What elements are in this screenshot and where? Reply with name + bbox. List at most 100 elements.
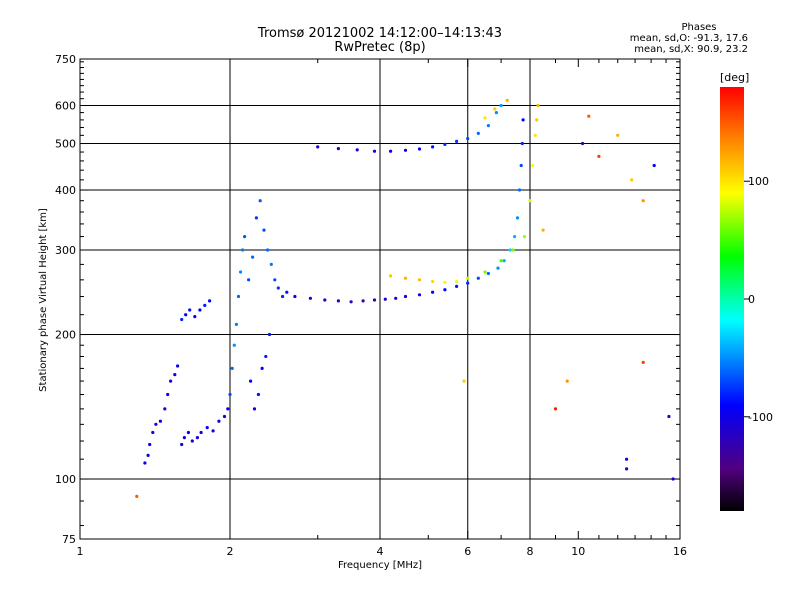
- data-point: [536, 103, 540, 108]
- data-point: [652, 163, 656, 168]
- data-point: [520, 141, 524, 146]
- data-point: [483, 270, 487, 274]
- data-point: [443, 288, 447, 292]
- data-point: [208, 299, 212, 303]
- y-tick-label: 200: [55, 329, 76, 342]
- data-point: [256, 392, 260, 397]
- data-point: [251, 255, 255, 259]
- data-point: [403, 148, 408, 152]
- data-point: [466, 281, 470, 285]
- data-point: [252, 407, 257, 411]
- data-point: [499, 103, 503, 108]
- data-point: [254, 216, 258, 220]
- y-tick-label: 500: [55, 138, 76, 151]
- data-point: [180, 442, 184, 447]
- x-tick-label: 8: [527, 545, 534, 558]
- colorbar-ticks: 100 0 -100: [744, 175, 773, 424]
- data-point: [641, 360, 645, 364]
- data-point: [336, 147, 340, 151]
- data-point: [431, 145, 435, 149]
- data-point: [198, 308, 202, 312]
- data-point: [372, 298, 377, 302]
- data-point: [193, 315, 197, 319]
- data-point: [316, 145, 320, 149]
- data-point: [166, 392, 170, 397]
- data-point: [483, 116, 487, 120]
- data-point: [443, 142, 447, 146]
- data-point: [466, 276, 470, 280]
- data-point: [496, 266, 500, 270]
- data-point: [455, 279, 459, 284]
- data-point: [173, 373, 177, 377]
- data-point: [228, 392, 232, 397]
- data-point: [266, 248, 270, 252]
- data-point: [243, 235, 247, 239]
- data-point: [486, 271, 490, 276]
- data-point: [466, 137, 470, 141]
- data-point: [211, 429, 215, 433]
- data-point: [502, 259, 506, 263]
- data-point: [383, 297, 387, 301]
- data-point: [528, 199, 532, 203]
- y-axis-title: Stationary phase Virtual Height [km]: [38, 208, 49, 392]
- data-point: [249, 379, 253, 383]
- data-point: [190, 439, 194, 443]
- data-point: [180, 317, 184, 322]
- phase-stats-o: mean, sd,O: -91.3, 17.6: [629, 33, 748, 44]
- data-point: [455, 139, 459, 143]
- data-point: [232, 343, 236, 347]
- data-point: [188, 308, 192, 312]
- data-point: [135, 494, 139, 498]
- data-point: [508, 248, 512, 252]
- data-point: [389, 149, 393, 153]
- colorbar: [720, 87, 744, 511]
- data-point: [148, 442, 152, 447]
- x-axis-title: Frequency [MHz]: [338, 560, 422, 571]
- data-point: [597, 154, 601, 158]
- data-point: [494, 111, 498, 115]
- data-point: [625, 457, 629, 461]
- data-point: [273, 278, 277, 282]
- data-point: [625, 467, 629, 471]
- chart-title: Tromsø 20121002 14:12:00–14:13:43: [257, 26, 503, 41]
- data-point: [217, 419, 221, 423]
- data-point: [264, 354, 268, 359]
- data-point: [533, 133, 537, 137]
- data-point: [511, 248, 515, 252]
- data-point: [184, 313, 188, 317]
- ticks-layer: 1 2 4 6 8 10 16 75 100 200 300 400 500 600 750: [55, 53, 687, 558]
- data-point: [403, 294, 408, 299]
- data-point: [493, 107, 497, 111]
- data-point: [361, 299, 365, 303]
- data-point: [349, 300, 353, 304]
- data-point: [553, 407, 558, 411]
- data-point: [205, 426, 209, 430]
- data-point: [323, 298, 327, 302]
- data-point: [476, 131, 480, 135]
- data-points: [135, 98, 675, 498]
- data-point: [505, 98, 509, 102]
- x-tick-label: 6: [464, 545, 471, 558]
- data-point: [513, 235, 517, 239]
- grid-layer: [80, 59, 680, 539]
- x-tick-label: 1: [77, 545, 84, 558]
- y-tick-label: 750: [55, 53, 76, 66]
- data-point: [455, 284, 459, 288]
- data-point: [541, 228, 545, 232]
- data-point: [671, 477, 675, 481]
- data-point: [262, 228, 266, 232]
- chart-title-block: Tromsø 20121002 14:12:00–14:13:43 RwPret…: [200, 27, 560, 55]
- data-point: [521, 118, 525, 122]
- phase-stats-heading: Phases: [681, 22, 717, 33]
- data-point: [293, 294, 297, 299]
- data-point: [565, 379, 569, 383]
- colorbar-tick-label: 0: [748, 293, 755, 306]
- data-point: [199, 430, 203, 435]
- data-point: [239, 270, 243, 274]
- data-point: [417, 293, 422, 297]
- x-tick-label: 16: [673, 545, 687, 558]
- data-point: [517, 188, 522, 192]
- data-point: [476, 276, 480, 280]
- phase-stats-x: mean, sd,X: 90.9, 23.2: [634, 44, 748, 55]
